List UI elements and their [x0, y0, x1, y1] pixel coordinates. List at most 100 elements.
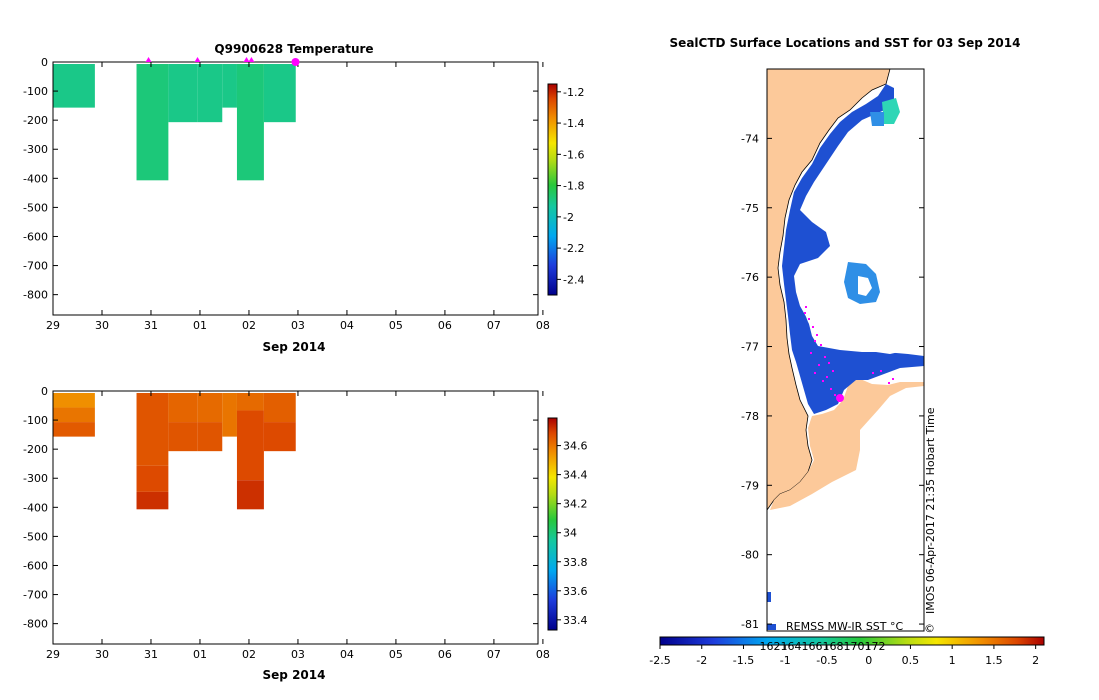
y-tick-label: -600	[23, 559, 48, 572]
salinity-x-label: Sep 2014	[263, 668, 326, 682]
x-tick-label: 04	[340, 319, 354, 332]
track-point	[834, 394, 836, 396]
map-title: SealCTD Surface Locations and SST for 03…	[670, 36, 1021, 50]
salinity-panel: 0 -100 -200 -300 -400 -500 -600 -700 -800 29 30 31…	[23, 385, 587, 682]
sst-colorbar-tick-label: -2	[696, 654, 707, 667]
track-point	[818, 364, 820, 366]
track-point	[810, 352, 812, 354]
inner-tick-label: 162	[760, 640, 781, 653]
x-tick-label: 03	[291, 319, 305, 332]
x-tick-label: 08	[536, 319, 550, 332]
sst-colorbar-tick-label: -0.5	[816, 654, 837, 667]
y-tick-label: -300	[23, 472, 48, 485]
x-tick-label: 31	[144, 319, 158, 332]
y-tick-label: -500	[23, 530, 48, 543]
data-cell	[53, 393, 95, 408]
y-tick-label: -500	[23, 201, 48, 214]
data-cell	[263, 64, 296, 123]
temperature-y-axis: 0 -100 -200 -300 -400 -500 -600 -700 -800	[23, 56, 538, 302]
sst-colorbar	[659, 636, 1045, 646]
colorbar-tick-label: 33.8	[563, 556, 588, 569]
profile-marker	[145, 57, 152, 62]
y-tick-label: -700	[23, 260, 48, 273]
map-latitude-axis: -74 -75 -76 -77 -78 -79 -80 -81	[741, 132, 924, 631]
data-cell	[236, 480, 264, 510]
inner-tick-label: 168	[823, 640, 844, 653]
track-point	[828, 362, 830, 364]
lat-tick-label: -81	[741, 618, 759, 631]
latest-seal-position	[836, 394, 844, 402]
x-tick-label: 05	[389, 319, 403, 332]
data-cell	[136, 491, 169, 510]
colorbar-tick-label: -1.2	[563, 86, 584, 99]
inner-tick-label: 170	[844, 640, 865, 653]
sst-colorbar-tick-label: 2	[1032, 654, 1039, 667]
y-tick-label: 0	[41, 56, 48, 69]
map-watermark: IMOS 06-Apr-2017 21:35 Hobart Time	[924, 407, 937, 614]
data-cell	[197, 422, 223, 452]
sst-colorbar-tick-label: 1	[949, 654, 956, 667]
sst-colorbar-tick-label: -1	[780, 654, 791, 667]
data-cell	[236, 64, 264, 181]
track-point	[826, 376, 828, 378]
data-cell	[136, 64, 169, 181]
y-tick-label: -100	[23, 414, 48, 427]
lat-tick-label: -80	[741, 549, 759, 562]
y-tick-label: 0	[41, 385, 48, 398]
track-point	[814, 372, 816, 374]
copyright-symbol: ©	[924, 622, 935, 635]
lat-tick-label: -79	[741, 479, 759, 492]
inner-tick-label: 172	[865, 640, 886, 653]
colorbar-tick-label: 33.6	[563, 585, 588, 598]
temperature-x-label: Sep 2014	[263, 340, 326, 354]
x-tick-label: 01	[193, 319, 207, 332]
x-tick-label: 02	[242, 648, 256, 661]
data-cell	[53, 407, 95, 423]
seal-track	[804, 306, 894, 402]
x-tick-label: 05	[389, 648, 403, 661]
y-tick-label: -600	[23, 230, 48, 243]
land-east	[770, 378, 924, 510]
track-point	[872, 372, 874, 374]
colorbar-tick-label: -2.4	[563, 273, 584, 286]
colorbar-tick-label: -2.2	[563, 242, 584, 255]
data-cell	[222, 393, 237, 437]
profile-marker	[243, 57, 250, 62]
temperature-colorbar	[547, 83, 558, 296]
colorbar-tick-label: -1.8	[563, 180, 584, 193]
temperature-colorbar-ticks: -1.2 -1.4 -1.6 -1.8 -2 -2.2 -2.4	[557, 86, 584, 286]
x-tick-label: 31	[144, 648, 158, 661]
lat-tick-label: -76	[741, 271, 759, 284]
track-point	[830, 388, 832, 390]
colorbar-tick-label: 34	[563, 527, 577, 540]
data-cell	[263, 393, 296, 423]
y-tick-label: -100	[23, 85, 48, 98]
track-point	[816, 334, 818, 336]
track-point	[820, 344, 822, 346]
track-point	[804, 312, 806, 314]
data-cell	[53, 422, 95, 437]
salinity-axes-frame	[52, 390, 539, 645]
profile-markers	[145, 57, 300, 66]
latest-profile-marker	[291, 58, 300, 66]
salinity-colorbar	[547, 417, 558, 631]
y-tick-label: -200	[23, 114, 48, 127]
map-area	[767, 69, 924, 631]
profile-marker	[194, 57, 201, 62]
sst-coastal-band	[782, 84, 924, 414]
data-cell	[168, 64, 198, 123]
lat-tick-label: -74	[741, 132, 759, 145]
sst-colorbar-tick-label: -2.5	[649, 654, 670, 667]
x-tick-label: 29	[46, 319, 60, 332]
track-point	[832, 370, 834, 372]
colorbar-tick-label: 34.2	[563, 498, 588, 511]
temperature-title: Q9900628 Temperature	[214, 42, 373, 56]
lat-tick-label: -77	[741, 341, 759, 354]
track-point	[824, 356, 826, 358]
sst-inner-longitude-ticks: 162 164 166 168 170 172	[760, 640, 886, 653]
track-point	[805, 306, 807, 308]
colorbar-tick-label: -1.4	[563, 117, 584, 130]
y-tick-label: -800	[23, 618, 48, 631]
sst-colorbar-tick-label: 1.5	[985, 654, 1003, 667]
